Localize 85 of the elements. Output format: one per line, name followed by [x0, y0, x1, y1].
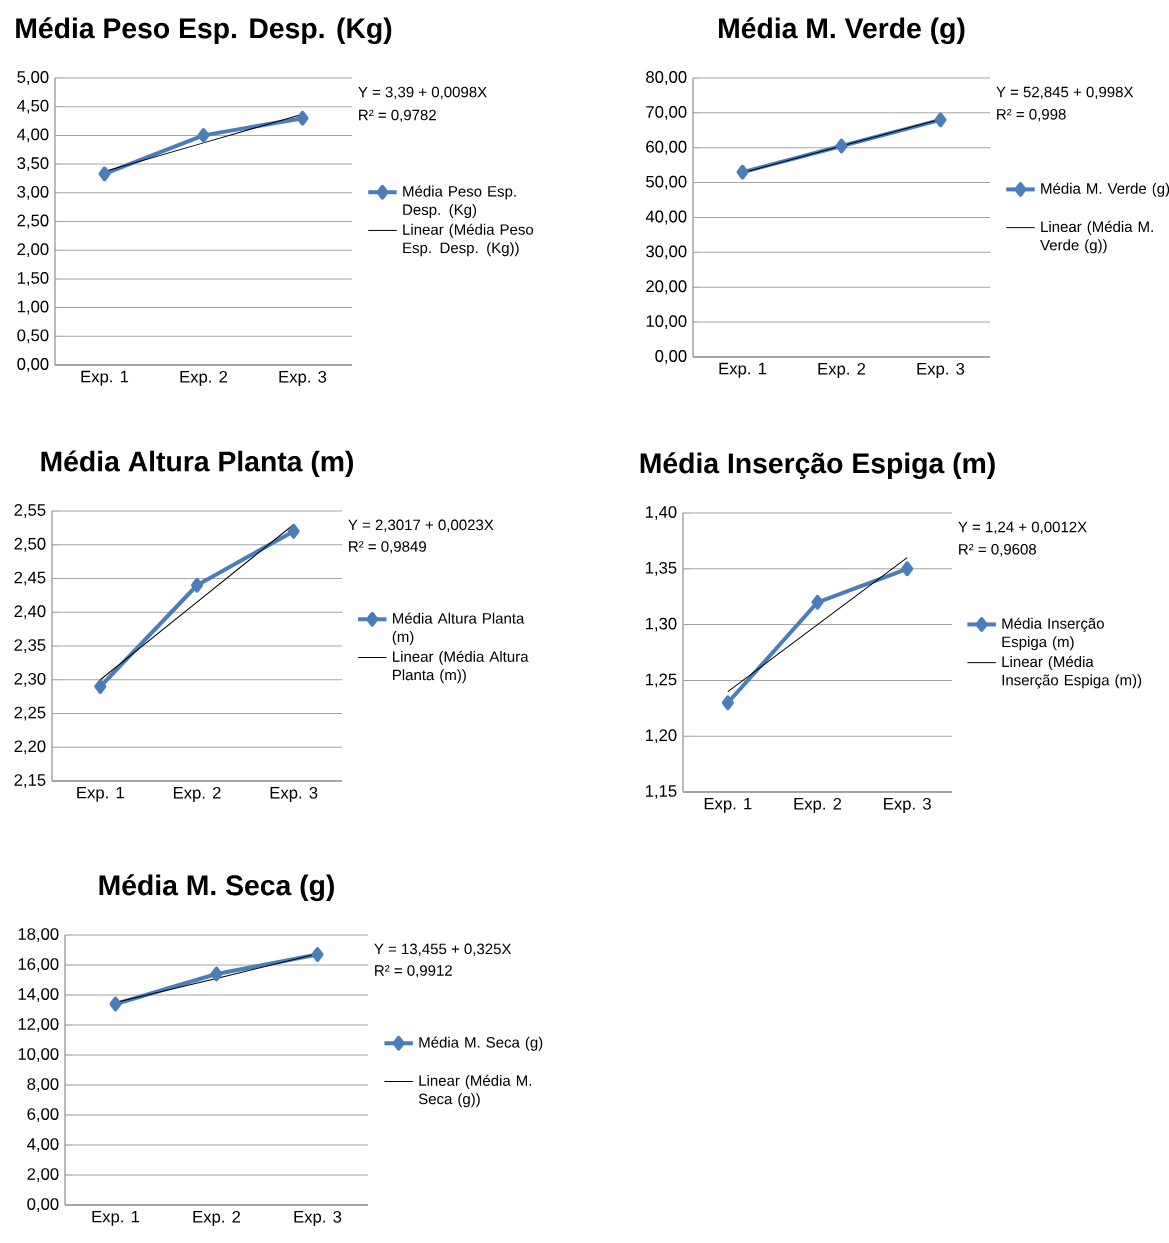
- y-tick-label: 1,00: [17, 300, 49, 315]
- x-tick-label: Exp. 1: [704, 797, 752, 813]
- legend-label: Linear (Média M. Verde (g)): [1040, 220, 1153, 254]
- y-tick-label: 18,00: [18, 928, 59, 942]
- x-tick-label: Exp. 3: [270, 786, 318, 802]
- x-tick-label: Exp. 2: [794, 797, 842, 813]
- y-tick-label: 60,00: [646, 140, 687, 155]
- y-tick-label: 3,50: [17, 157, 49, 171]
- chart-title: Média Inserção Espiga (m): [640, 452, 995, 480]
- x-tick-label: Exp. 1: [77, 786, 124, 802]
- y-tick-label: 14,00: [18, 988, 59, 1002]
- text: R² = 0,9849: [349, 541, 426, 554]
- legend-label: Linear (Média Altura Planta (m)): [393, 650, 529, 684]
- y-tick-label: 2,25: [14, 706, 46, 721]
- y-tick-label: 2,55: [14, 504, 46, 518]
- y-tick-label: 20,00: [646, 280, 687, 295]
- x-tick-label: Exp. 3: [279, 370, 327, 386]
- legend-label: Linear (Média Inserção Espiga (m)): [1002, 655, 1142, 689]
- y-tick-label: 80,00: [646, 71, 687, 85]
- y-tick-label: 1,35: [645, 561, 677, 576]
- y-tick-label: 3,00: [17, 185, 49, 200]
- x-tick-label: Exp. 2: [818, 362, 866, 378]
- x-tick-label: Exp. 3: [294, 1210, 342, 1226]
- y-tick-label: 2,50: [14, 537, 46, 552]
- x-tick-label: Exp. 1: [719, 362, 767, 378]
- text: Y = 3,39 + 0,0098X: [358, 86, 487, 100]
- y-tick-label: 1,50: [17, 272, 49, 286]
- text: Y = 1,24 + 0,0012X: [958, 521, 1087, 535]
- chart-title: Média Peso Esp. Desp. (Kg): [16, 17, 392, 45]
- y-tick-label: 1,30: [645, 617, 677, 632]
- y-tick-label: 40,00: [645, 210, 687, 225]
- legend-label: Linear (Média Peso Esp. Desp. (Kg)): [403, 223, 534, 257]
- chart-title: Média Altura Planta (m): [41, 450, 353, 478]
- y-tick-label: 2,15: [14, 774, 46, 788]
- y-tick-label: 6,00: [27, 1108, 59, 1122]
- y-tick-label: 2,40: [14, 605, 46, 620]
- y-tick-label: 12,00: [18, 1018, 59, 1032]
- chart-title: Média M. Verde (g): [719, 17, 965, 45]
- y-tick-label: 4,00: [17, 128, 49, 143]
- text: R² = 0,9912: [375, 965, 452, 978]
- x-tick-label: Exp. 3: [917, 362, 965, 378]
- y-tick-label: 10,00: [18, 1048, 59, 1062]
- y-tick-label: 1,25: [645, 673, 677, 688]
- x-tick-label: Exp. 2: [180, 370, 228, 386]
- legend-label: Linear (Média M. Seca (g)): [418, 1074, 532, 1108]
- x-tick-label: Exp. 2: [173, 786, 221, 802]
- text: R² = 0,9782: [359, 109, 436, 123]
- legend-label: Média Peso Esp. Desp. (Kg): [403, 185, 516, 218]
- y-tick-label: 4,00: [27, 1138, 59, 1152]
- y-tick-label: 0,00: [655, 350, 687, 364]
- chart-title: Média M. Seca (g): [99, 874, 334, 902]
- y-tick-label: 2,35: [14, 639, 46, 653]
- y-tick-label: 0,00: [27, 1198, 59, 1212]
- x-tick-label: Exp. 1: [92, 1210, 140, 1226]
- legend-label: Média Inserção Espiga (m): [1002, 617, 1104, 651]
- text: Y = 13,455 + 0,325X: [374, 943, 512, 956]
- text: R² = 0,9608: [959, 543, 1037, 557]
- text: Y = 2,3017 + 0,0023X: [348, 519, 494, 532]
- y-tick-label: 2,45: [14, 571, 46, 586]
- y-tick-label: 2,00: [27, 1168, 59, 1182]
- x-tick-label: Exp. 1: [81, 370, 129, 386]
- y-tick-label: 5,00: [17, 71, 49, 85]
- y-tick-label: 1,15: [645, 785, 677, 799]
- y-tick-label: 16,00: [18, 958, 59, 972]
- y-tick-label: 10,00: [646, 315, 687, 330]
- y-tick-label: 1,40: [645, 506, 677, 520]
- text: R² = 0,998: [997, 108, 1066, 122]
- x-tick-label: Exp. 2: [193, 1210, 241, 1226]
- y-tick-label: 2,50: [17, 214, 49, 229]
- legend-label: Média M. Seca (g): [419, 1036, 543, 1051]
- y-tick-label: 70,00: [646, 105, 687, 120]
- y-tick-label: 4,50: [17, 99, 49, 114]
- y-tick-label: 8,00: [27, 1078, 59, 1092]
- y-tick-label: 1,20: [645, 729, 677, 744]
- x-tick-label: Exp. 3: [884, 797, 931, 813]
- y-tick-label: 0,00: [17, 358, 49, 372]
- legend-label: Média M. Verde (g): [1041, 182, 1169, 197]
- y-tick-label: 50,00: [646, 175, 687, 190]
- y-tick-label: 30,00: [646, 245, 687, 260]
- y-tick-label: 2,00: [17, 243, 49, 258]
- y-tick-label: 2,20: [14, 740, 46, 755]
- y-tick-label: 2,30: [14, 672, 46, 687]
- y-tick-label: 0,50: [17, 329, 49, 344]
- text: Y = 52,845 + 0,998X: [996, 86, 1134, 100]
- legend-label: Média Altura Planta (m): [392, 612, 525, 645]
